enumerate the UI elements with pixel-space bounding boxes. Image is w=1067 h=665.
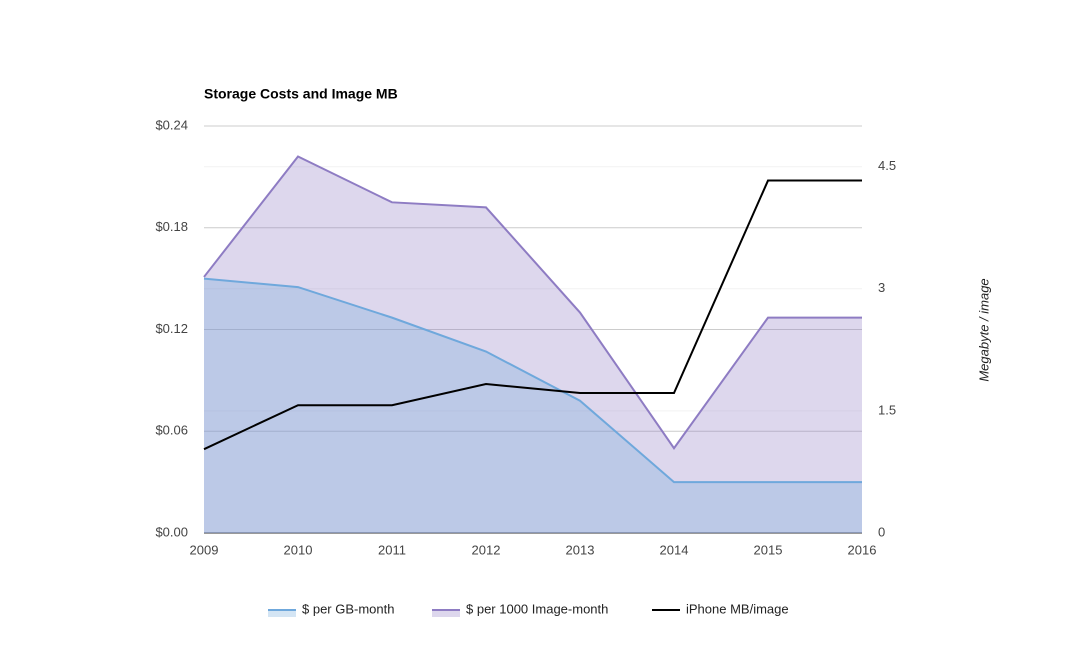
x-tick-label: 2014 — [660, 542, 689, 557]
y-tick-label: $0.06 — [155, 423, 188, 438]
y-tick-label: $0.24 — [155, 117, 188, 132]
y-tick-label: $0.12 — [155, 321, 188, 336]
area-line — [203, 155, 862, 450]
y2-tick-label: 3 — [878, 280, 885, 295]
y2-tick-label: 1.5 — [878, 402, 896, 417]
legend-swatch-fill — [432, 610, 460, 617]
x-tick-label: 2009 — [190, 542, 219, 557]
area-line — [203, 277, 862, 484]
y-tick-label: $0.18 — [155, 219, 188, 234]
x-tick-label: 2013 — [566, 542, 595, 557]
legend-label: $ per 1000 Image-month — [466, 601, 608, 616]
y-tick-label: $0.00 — [155, 524, 188, 539]
area-fill — [204, 156, 862, 533]
x-tick-label: 2016 — [848, 542, 877, 557]
y2-tick-label: 4.5 — [878, 158, 896, 173]
legend-swatch-fill — [268, 610, 296, 617]
legend-label: iPhone MB/image — [686, 601, 789, 616]
area-fill — [204, 278, 862, 533]
x-tick-label: 2010 — [284, 542, 313, 557]
legend-label: $ per GB-month — [302, 601, 395, 616]
y2-axis-label: Megabyte / image — [976, 278, 991, 381]
x-tick-label: 2015 — [754, 542, 783, 557]
line — [203, 179, 862, 451]
x-tick-label: 2011 — [378, 542, 406, 557]
chart-title: Storage Costs and Image MB — [204, 86, 398, 102]
y2-tick-label: 0 — [878, 524, 885, 539]
x-tick-label: 2012 — [472, 542, 501, 557]
